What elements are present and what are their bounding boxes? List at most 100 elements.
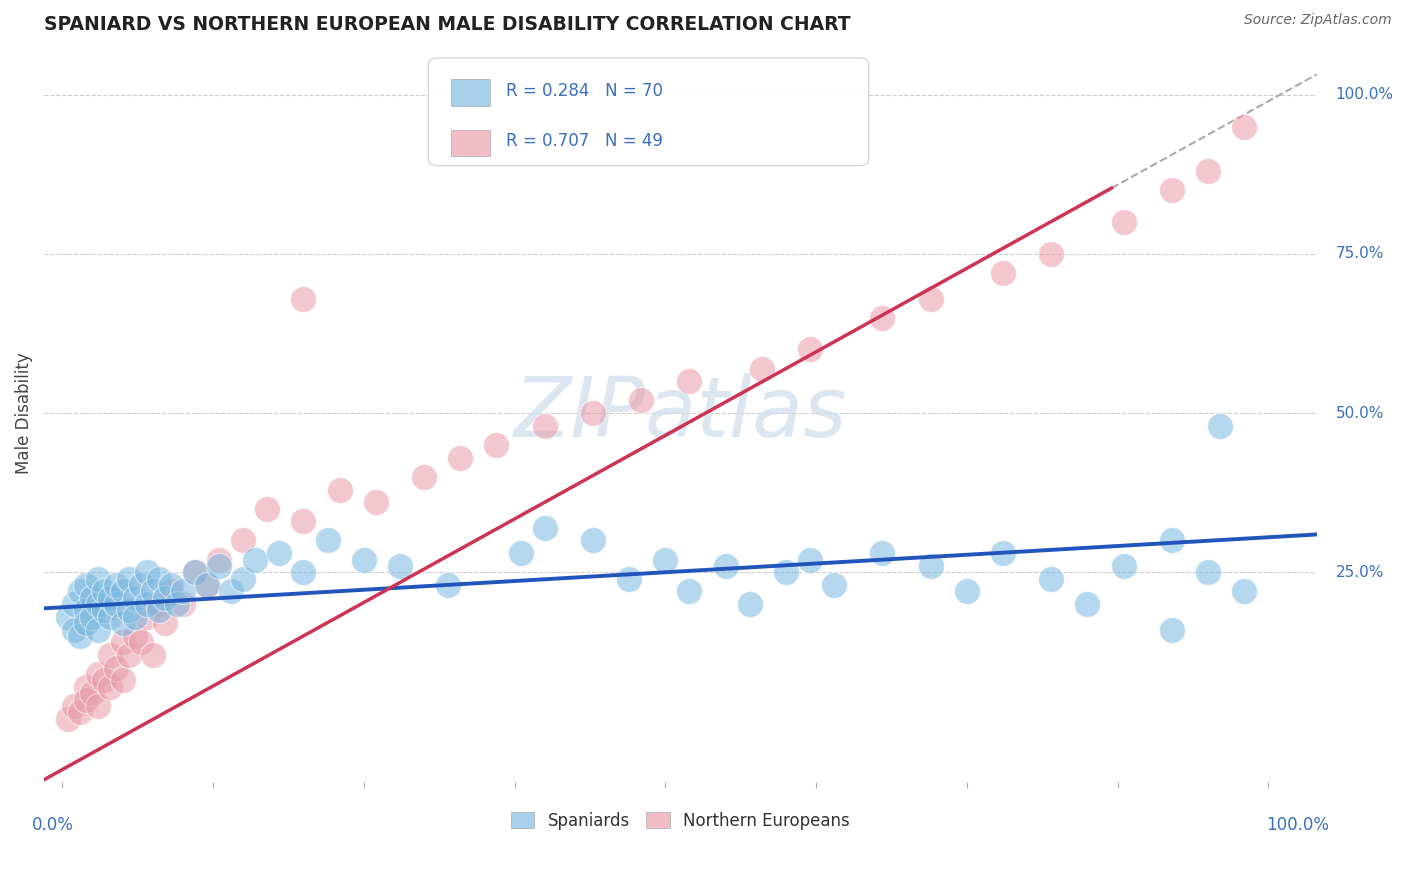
Point <box>449 450 471 465</box>
Text: 100.0%: 100.0% <box>1267 816 1330 834</box>
Point <box>82 610 104 624</box>
Point <box>1076 597 1098 611</box>
Point <box>991 546 1014 560</box>
Point <box>292 566 315 580</box>
Point <box>75 603 97 617</box>
Point <box>1233 584 1256 599</box>
Point <box>111 616 134 631</box>
Point <box>142 648 165 662</box>
Point <box>292 514 315 528</box>
Point <box>63 623 86 637</box>
Point <box>63 597 86 611</box>
Point <box>153 616 176 631</box>
Point <box>100 591 122 605</box>
Point <box>111 635 134 649</box>
Point <box>678 374 700 388</box>
Point <box>124 591 146 605</box>
Point <box>1197 164 1219 178</box>
Point <box>1197 566 1219 580</box>
Point <box>105 597 128 611</box>
Point <box>751 361 773 376</box>
Point <box>292 292 315 306</box>
Point <box>184 566 207 580</box>
Point <box>87 572 110 586</box>
Point <box>129 578 152 592</box>
Point <box>111 584 134 599</box>
Point <box>533 418 555 433</box>
Point <box>245 552 267 566</box>
Point <box>159 578 181 592</box>
Point <box>87 698 110 713</box>
Point <box>1161 533 1184 548</box>
Point <box>129 635 152 649</box>
Point <box>117 572 139 586</box>
Point <box>195 578 218 592</box>
Point <box>920 292 942 306</box>
Point <box>582 533 605 548</box>
Point <box>208 558 231 573</box>
Point <box>388 558 411 573</box>
Point <box>991 266 1014 280</box>
Point <box>135 610 157 624</box>
Point <box>93 673 115 688</box>
Point <box>269 546 291 560</box>
Point <box>87 623 110 637</box>
Point <box>738 597 761 611</box>
Point <box>100 648 122 662</box>
Text: ZIPatlas: ZIPatlas <box>513 373 848 454</box>
Point <box>485 438 508 452</box>
Point <box>678 584 700 599</box>
Text: R = 0.284   N = 70: R = 0.284 N = 70 <box>506 82 664 100</box>
Point <box>195 578 218 592</box>
Point <box>956 584 979 599</box>
Point <box>184 566 207 580</box>
Point <box>1161 623 1184 637</box>
Text: SPANIARD VS NORTHERN EUROPEAN MALE DISABILITY CORRELATION CHART: SPANIARD VS NORTHERN EUROPEAN MALE DISAB… <box>44 15 851 34</box>
Point <box>172 597 194 611</box>
Point <box>172 584 194 599</box>
FancyBboxPatch shape <box>429 58 869 166</box>
Point <box>111 673 134 688</box>
Text: Source: ZipAtlas.com: Source: ZipAtlas.com <box>1244 13 1392 28</box>
Point <box>208 552 231 566</box>
Point <box>714 558 737 573</box>
Point <box>87 597 110 611</box>
Point <box>823 578 845 592</box>
Point <box>1233 120 1256 134</box>
Point <box>58 712 80 726</box>
Text: 0.0%: 0.0% <box>31 816 73 834</box>
FancyBboxPatch shape <box>451 129 489 156</box>
Point <box>413 470 436 484</box>
Point <box>1161 183 1184 197</box>
Point <box>799 343 821 357</box>
Point <box>148 572 170 586</box>
Point <box>329 483 352 497</box>
Text: 100.0%: 100.0% <box>1336 87 1393 103</box>
Point <box>148 603 170 617</box>
Point <box>93 603 115 617</box>
Text: 50.0%: 50.0% <box>1336 406 1384 421</box>
Point <box>75 680 97 694</box>
Point <box>82 686 104 700</box>
Point <box>872 310 894 325</box>
Point <box>920 558 942 573</box>
Point <box>654 552 676 566</box>
Text: 25.0%: 25.0% <box>1336 565 1384 580</box>
Point <box>82 591 104 605</box>
FancyBboxPatch shape <box>451 79 489 106</box>
Point <box>232 572 254 586</box>
Point <box>105 661 128 675</box>
Point <box>1040 572 1063 586</box>
Point <box>159 584 181 599</box>
Point <box>1112 215 1135 229</box>
Point <box>117 648 139 662</box>
Point <box>69 629 91 643</box>
Point <box>1040 247 1063 261</box>
Point <box>799 552 821 566</box>
Point <box>142 584 165 599</box>
Point <box>100 680 122 694</box>
Point <box>509 546 531 560</box>
Point <box>364 495 387 509</box>
Point <box>872 546 894 560</box>
Point <box>219 584 242 599</box>
